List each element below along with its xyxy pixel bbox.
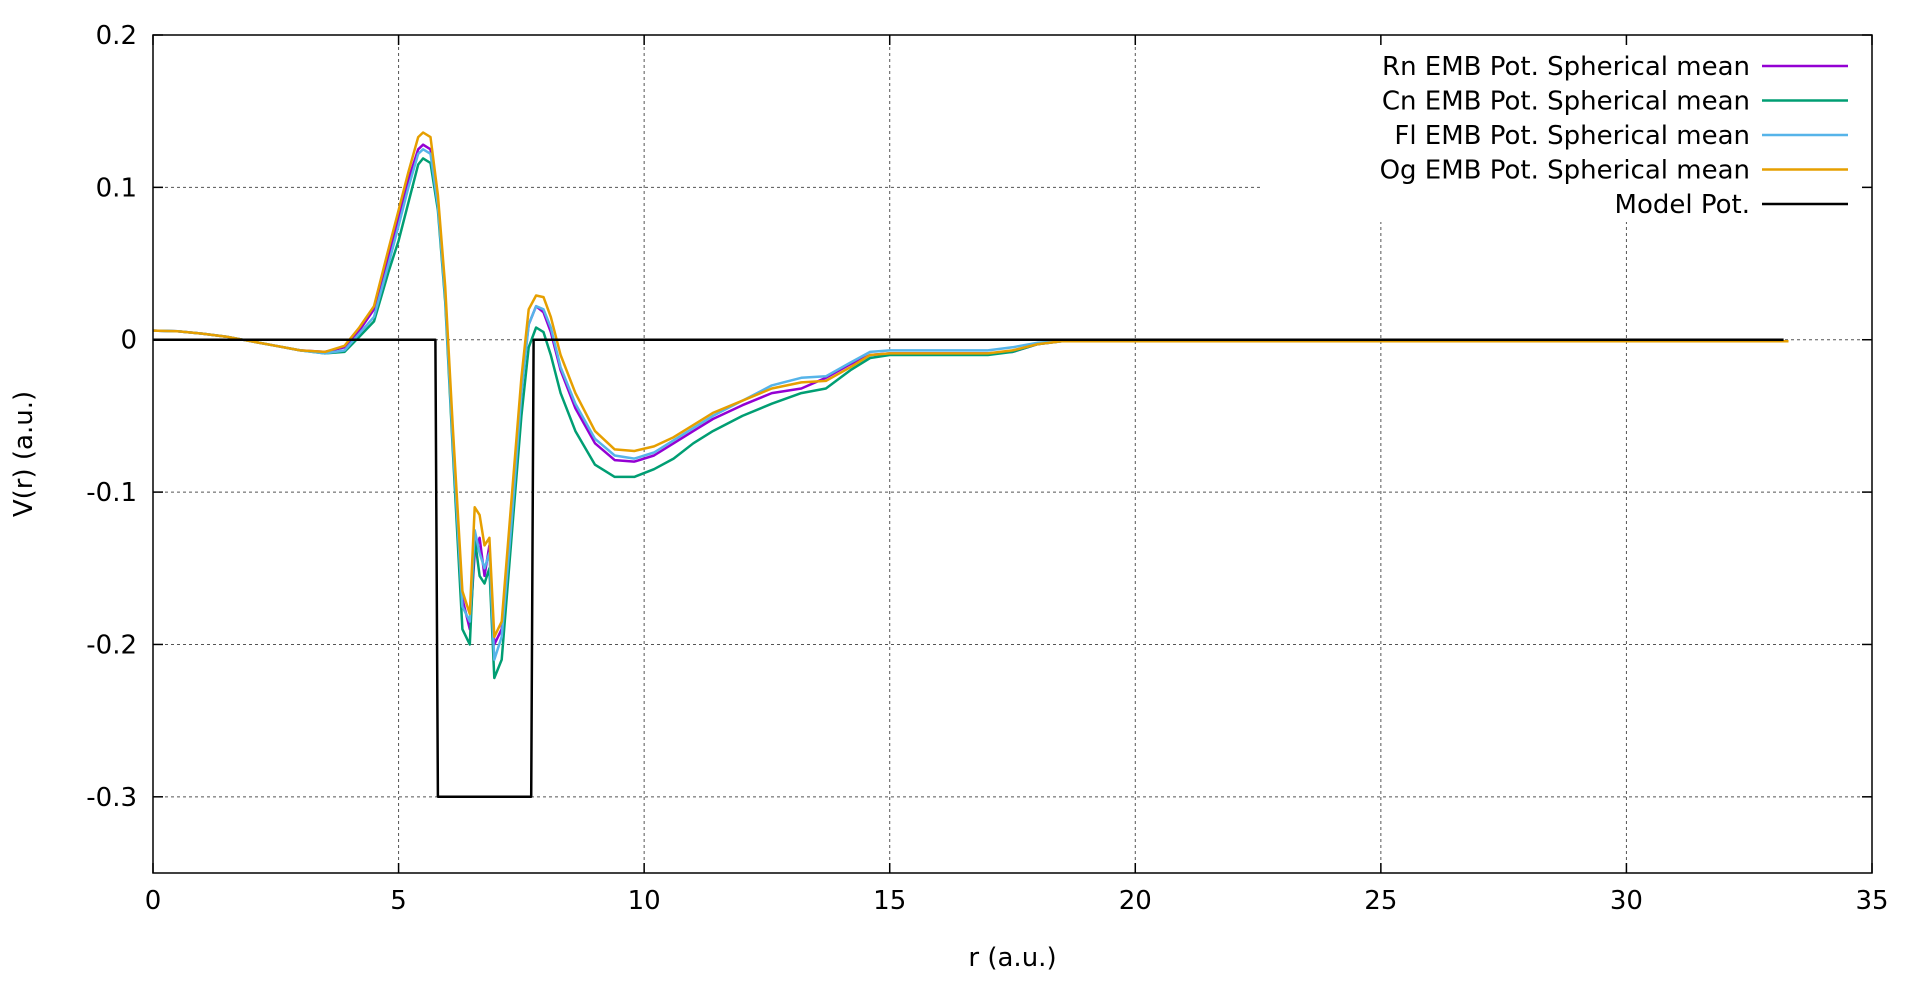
- x-tick-label: 5: [390, 886, 407, 916]
- x-tick-label: 10: [628, 886, 661, 916]
- x-axis-label: r (a.u.): [968, 943, 1056, 973]
- axis-ticks: 0 5 10 15 20 25 30 35 0.2 0.1 0 -0.1 -0.2 -0.3: [86, 21, 1888, 916]
- y-tick-label: -0.3: [86, 783, 137, 813]
- y-axis-label: V(r) (a.u.): [9, 391, 39, 517]
- grid: [153, 35, 1872, 873]
- legend-background: [1262, 42, 1860, 222]
- y-tick-label: 0.1: [96, 173, 137, 203]
- x-tick-label: 15: [873, 886, 906, 916]
- series-line-3: [152, 131, 1789, 639]
- series-line-2: [152, 148, 1789, 661]
- series-line-4: [153, 338, 1784, 799]
- x-tick-label: 25: [1364, 886, 1397, 916]
- y-tick-label: -0.1: [86, 478, 137, 508]
- x-tick-label: 20: [1119, 886, 1152, 916]
- legend: Rn EMB Pot. Spherical mean Cn EMB Pot. Sp…: [1262, 42, 1860, 222]
- series-line-1: [152, 157, 1789, 680]
- legend-label-3: Og EMB Pot. Spherical mean: [1380, 156, 1750, 186]
- y-tick-label: -0.2: [86, 630, 137, 660]
- legend-label-2: Fl EMB Pot. Spherical mean: [1394, 121, 1750, 151]
- legend-label-0: Rn EMB Pot. Spherical mean: [1382, 52, 1750, 82]
- x-tick-label: 0: [145, 886, 162, 916]
- x-tick-label: 30: [1610, 886, 1643, 916]
- plot-frame: [152, 34, 1873, 874]
- legend-label-4: Model Pot.: [1615, 190, 1750, 220]
- legend-label-1: Cn EMB Pot. Spherical mean: [1382, 87, 1750, 117]
- series-group: [152, 131, 1789, 799]
- y-tick-label: 0: [120, 326, 137, 356]
- x-tick-label: 35: [1855, 886, 1888, 916]
- y-tick-label: 0.2: [96, 21, 137, 51]
